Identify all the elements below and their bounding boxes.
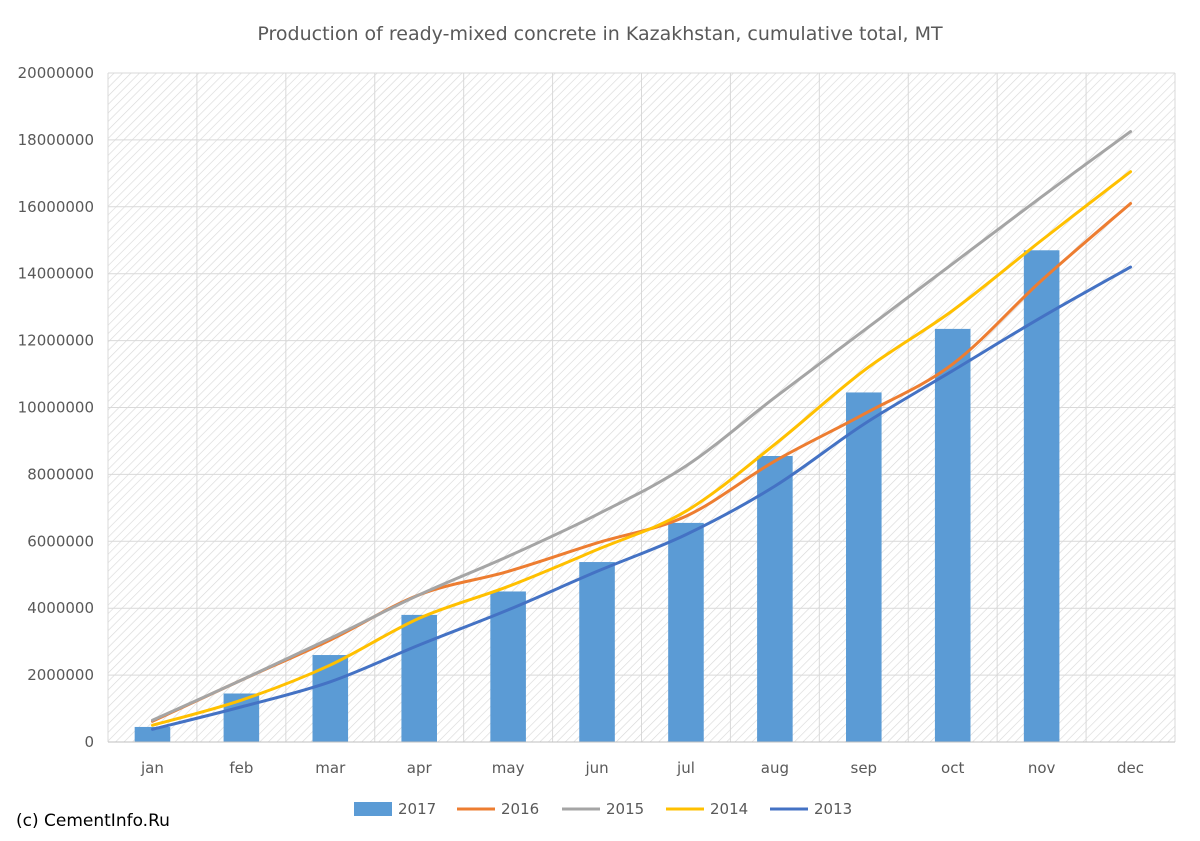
bar-nov: [1023, 250, 1060, 742]
legend-item-2015: 2015: [562, 800, 644, 818]
credit-text: (c) CementInfo.Ru: [16, 811, 170, 831]
legend-item-2016: 2016: [457, 800, 539, 818]
y-tick-label: 20000000: [18, 64, 94, 82]
chart-title: Production of ready-mixed concrete in Ka…: [257, 23, 943, 45]
y-tick-label: 10000000: [18, 399, 94, 417]
x-tick-label: aug: [761, 759, 789, 777]
line-series: [150, 130, 1133, 731]
legend-label: 2017: [398, 800, 436, 818]
x-tick-label: feb: [229, 759, 253, 777]
bar-jan: [134, 726, 171, 742]
y-tick-label: 12000000: [18, 332, 94, 350]
legend-swatch-2017: [354, 802, 392, 816]
x-tick-label: sep: [851, 759, 878, 777]
y-tick-label: 18000000: [18, 131, 94, 149]
legend-item-2014: 2014: [666, 800, 748, 818]
gridlines: [107, 72, 1176, 743]
bar-jul: [668, 522, 704, 742]
x-tick-label: jun: [584, 759, 608, 777]
line-2016: [150, 201, 1133, 723]
bar-jun: [579, 562, 615, 742]
bar-sep: [846, 392, 882, 742]
legend-label: 2016: [501, 800, 539, 818]
bar-oct: [934, 328, 971, 742]
x-tick-label: apr: [407, 759, 433, 777]
bar-aug: [757, 456, 793, 742]
y-tick-label: 14000000: [18, 265, 94, 283]
legend-label: 2013: [814, 800, 852, 818]
bar-series-2017: [134, 250, 1060, 742]
y-tick-label: 8000000: [27, 465, 94, 483]
y-tick-label: 6000000: [27, 532, 94, 550]
y-tick-label: 0: [84, 733, 94, 751]
legend: 2017 2016 2015 2014 2013: [354, 800, 852, 818]
y-tick-label: 4000000: [27, 599, 94, 617]
x-tick-label: nov: [1028, 759, 1056, 777]
x-tick-label: may: [492, 759, 525, 777]
bar-may: [490, 591, 526, 742]
legend-label: 2014: [710, 800, 748, 818]
x-tick-label: oct: [941, 759, 964, 777]
x-tick-label: mar: [315, 759, 346, 777]
legend-label: 2015: [606, 800, 644, 818]
x-tick-label: dec: [1117, 759, 1144, 777]
x-tick-label: jan: [140, 759, 164, 777]
line-2014: [150, 170, 1133, 727]
bar-mar: [312, 655, 349, 742]
legend-item-2013: 2013: [770, 800, 852, 818]
line-2015: [150, 130, 1133, 722]
x-axis: jan feb mar apr may jun jul aug sep oct nov dec: [108, 741, 1175, 777]
y-tick-label: 16000000: [18, 198, 94, 216]
line-2013: [150, 265, 1133, 731]
x-tick-label: jul: [676, 759, 695, 777]
y-tick-label: 2000000: [27, 666, 94, 684]
bar-apr: [401, 614, 437, 742]
y-axis: 0 2000000 4000000 6000000 8000000 10000000 120…: [18, 64, 94, 751]
legend-item-2017: 2017: [354, 800, 436, 818]
